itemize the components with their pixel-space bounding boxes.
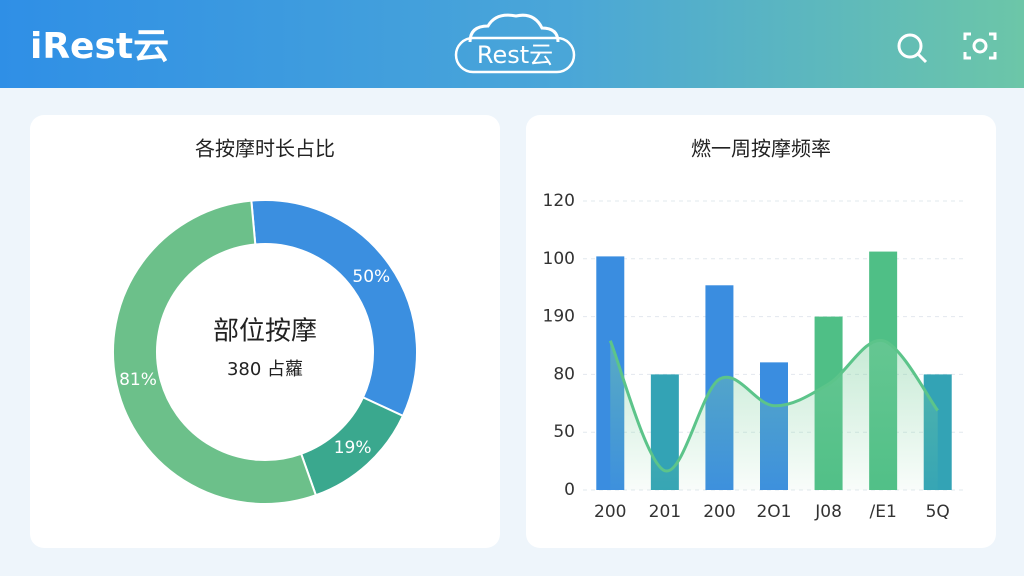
donut-center-subtitle: 380 占蘿 [227,359,303,380]
search-icon[interactable] [897,33,928,64]
y-tick-label: 120 [543,191,575,211]
y-tick-label: 0 [564,480,575,500]
segment-label: 81% [119,370,157,390]
x-tick-label: 2O1 [756,502,791,522]
segment-label: 50% [352,267,390,287]
x-tick-label: 200 [703,502,735,522]
logo-frame [454,36,576,74]
y-tick-label: 80 [553,364,575,384]
scan-icon[interactable] [963,32,997,60]
logo-cloud [468,13,560,43]
chart-title: 燃一周按摩频率 [691,137,831,161]
y-tick-label: 190 [543,307,575,327]
x-tick-label: 5Q [926,502,950,522]
segment-label: 19% [334,438,372,458]
x-tick-label: 201 [649,502,681,522]
logo: Rest云 [477,41,553,69]
chart-title: 各按摩时长占比 [195,137,335,161]
line-area [610,340,938,490]
x-tick-label: /E1 [869,502,896,522]
y-tick-label: 100 [543,249,575,269]
x-tick-label: J08 [814,502,842,522]
y-tick-label: 50 [553,422,575,442]
x-tick-label: 200 [594,502,626,522]
donut-segment [112,199,318,505]
donut-center-title: 部位按摩 [213,317,317,347]
app-title: iRest云 [30,26,169,67]
line [608,339,939,473]
